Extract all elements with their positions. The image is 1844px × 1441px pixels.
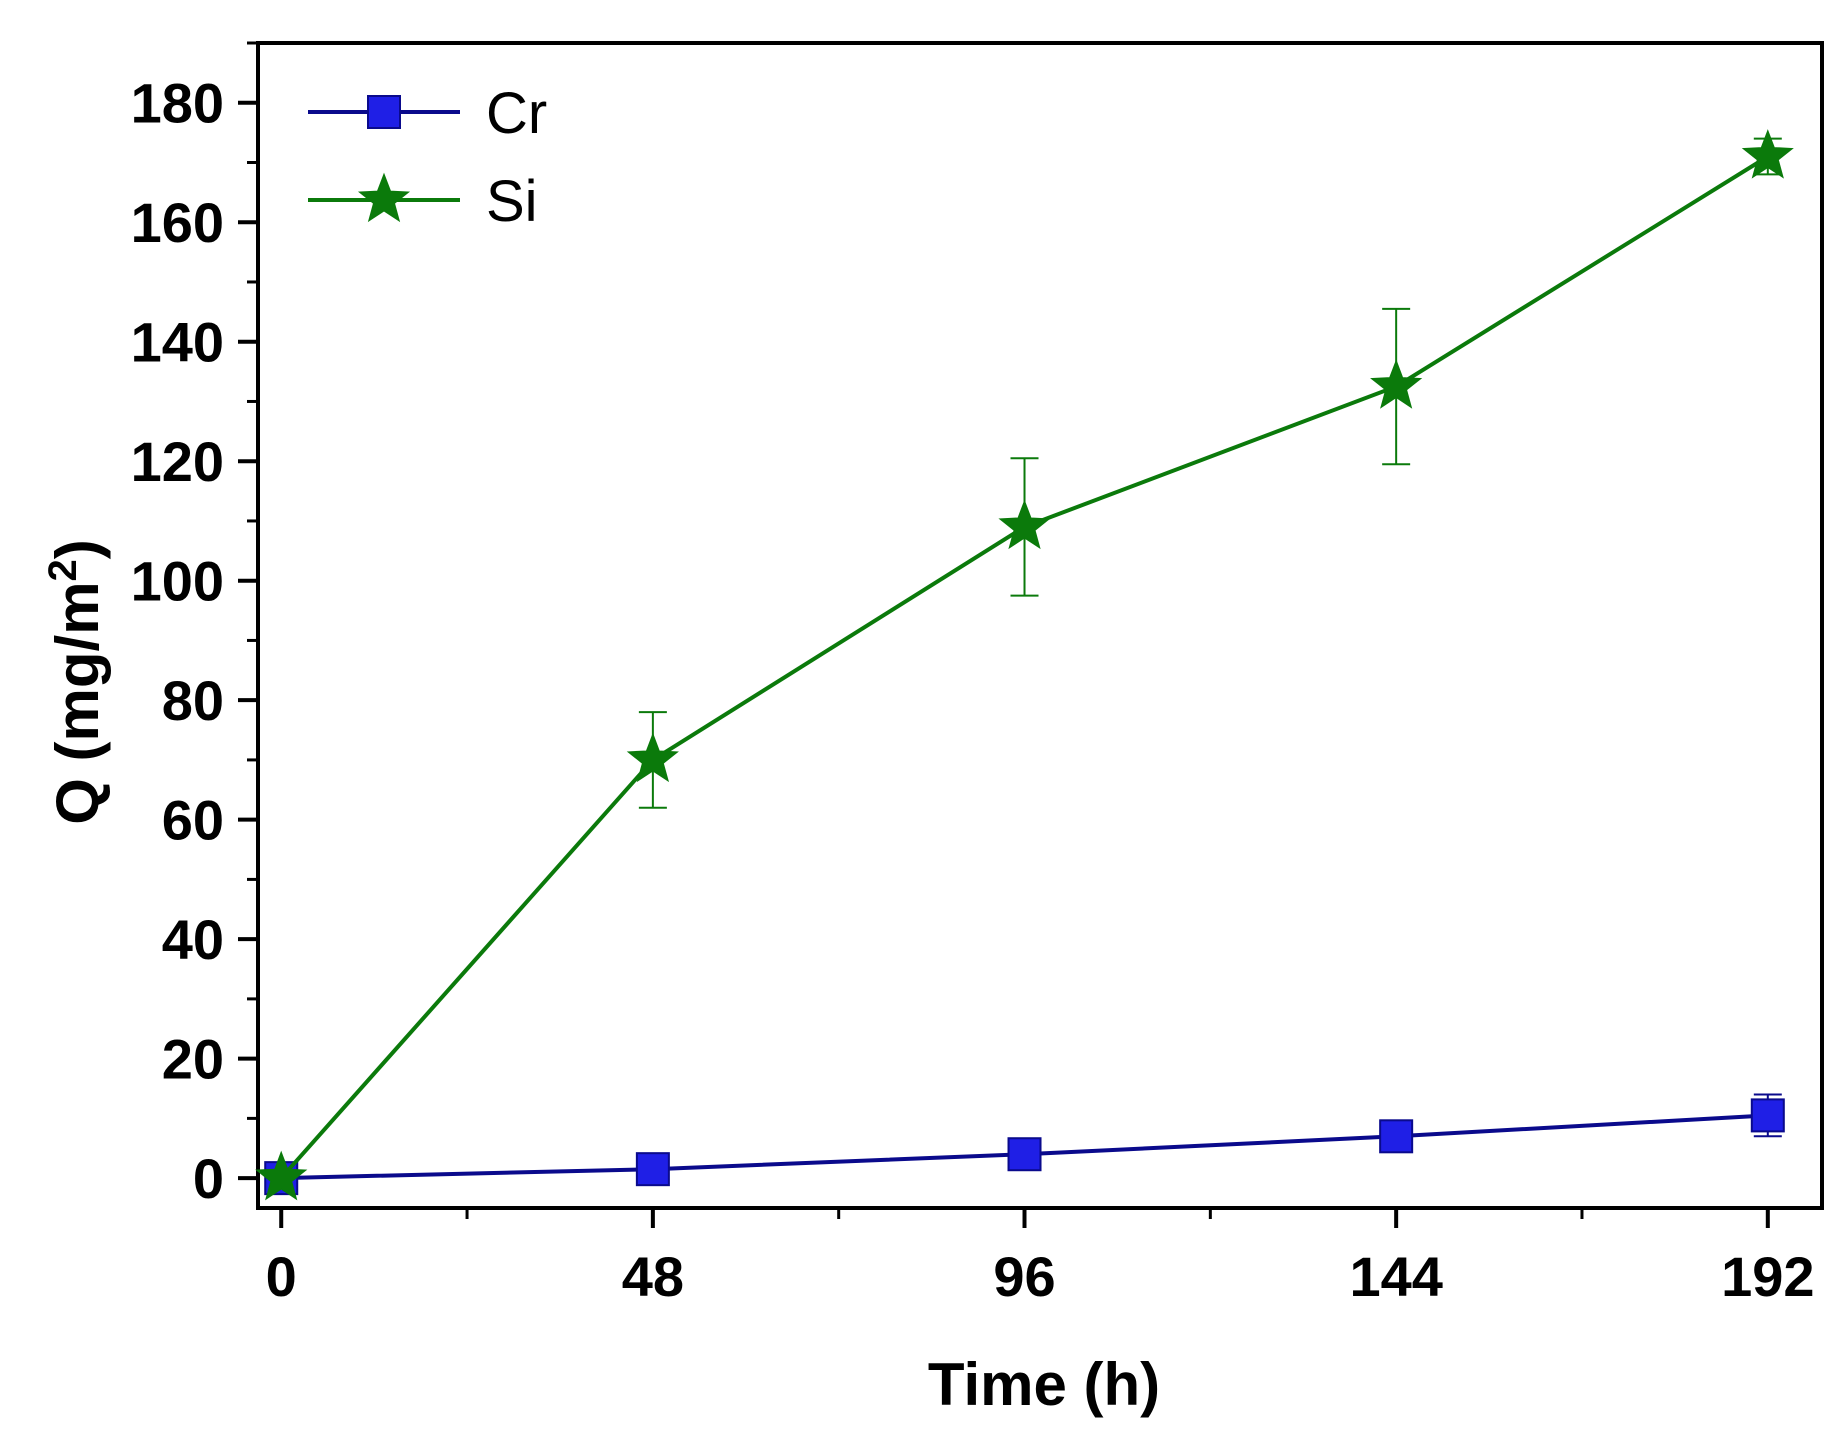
- x-tick-label: 192: [1721, 1245, 1814, 1308]
- series-si: [255, 129, 1794, 1201]
- legend-label-cr: Cr: [486, 81, 547, 146]
- x-tick-label: 96: [993, 1245, 1055, 1308]
- series-line-si: [279, 154, 1769, 1180]
- axes-layer: 0 20 40 60 80 100 120 140 160 180 0 48 96 144 192: [131, 41, 1824, 1308]
- series-cr: [264, 1093, 1785, 1196]
- data-point-cr: [1750, 1098, 1785, 1133]
- x-axis-title: Time (h): [928, 1351, 1160, 1418]
- y-tick-label: 0: [193, 1147, 224, 1210]
- y-tick-label: 140: [131, 311, 224, 374]
- data-point-si: [626, 732, 679, 783]
- legend-marker-cr: [367, 95, 401, 129]
- y-axis-title-close: ): [44, 539, 111, 559]
- legend-label-si: Si: [486, 169, 538, 234]
- y-tick-label: 80: [162, 669, 224, 732]
- y-tick-label: 60: [162, 789, 224, 852]
- data-point-si: [1370, 359, 1423, 409]
- legend-marker-si: [357, 172, 411, 223]
- legend-item-si: Si: [308, 169, 538, 234]
- data-point-cr: [1007, 1137, 1042, 1172]
- y-tick-label: 40: [162, 908, 224, 971]
- y-tick-label: 20: [162, 1028, 224, 1091]
- x-tick-label: 144: [1349, 1245, 1442, 1308]
- series-layer: [255, 129, 1794, 1201]
- y-axis-title-superscript: 2: [41, 559, 85, 581]
- y-tick-label: 180: [131, 72, 224, 135]
- data-point-si: [1741, 129, 1794, 179]
- data-point-cr: [635, 1152, 670, 1187]
- y-axis-title: Q (mg/m2): [41, 539, 111, 825]
- legend: Cr Si: [308, 81, 547, 234]
- y-tick-label: 100: [131, 550, 224, 613]
- y-tick-label: 160: [131, 191, 224, 254]
- legend-item-cr: Cr: [308, 81, 547, 146]
- plot-frame: [256, 41, 1824, 1210]
- data-point-si: [998, 499, 1051, 550]
- axis-titles: Time (h) Q (mg/m2): [41, 539, 1160, 1418]
- y-tick-label: 120: [131, 430, 224, 493]
- data-point-si: [255, 1150, 308, 1201]
- data-point-cr: [1379, 1119, 1414, 1154]
- y-axis-title-main: Q (mg/m: [44, 581, 111, 824]
- x-tick-label: 0: [266, 1245, 297, 1308]
- x-tick-label: 48: [622, 1245, 684, 1308]
